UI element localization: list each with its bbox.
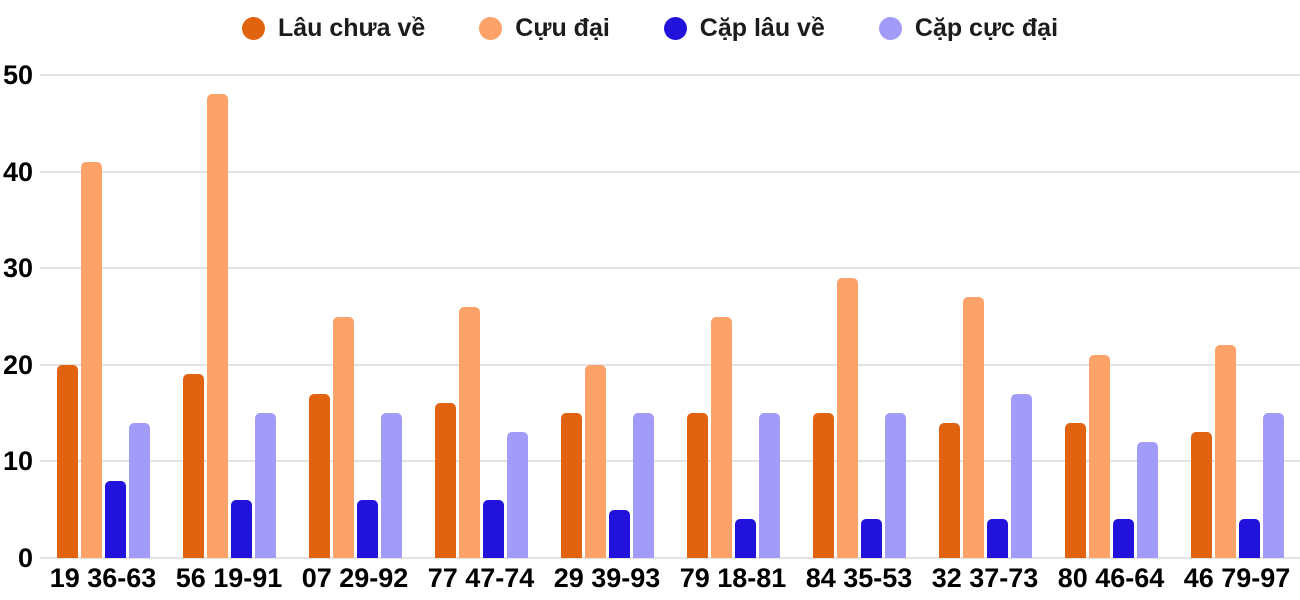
bar-1[interactable] (1064, 422, 1086, 558)
bar-3[interactable] (734, 519, 756, 558)
chart-legend: Lâu chưa về Cựu đại Cặp lâu về Cặp cực đại (0, 7, 1300, 49)
bar-1[interactable] (560, 413, 582, 558)
bar-4[interactable] (632, 413, 654, 558)
bar-3[interactable] (230, 500, 252, 558)
bar-4[interactable] (1136, 442, 1158, 558)
bar-4[interactable] (380, 413, 402, 558)
bar-1[interactable] (434, 403, 456, 558)
bar-groups (40, 75, 1300, 558)
y-axis-tick-label: 0 (17, 543, 33, 573)
gridline (40, 170, 1300, 173)
legend-label: Cựu đại (515, 13, 610, 42)
x-axis-tick-label: 80 46-64 (1057, 563, 1165, 593)
bar-4[interactable] (884, 413, 906, 558)
bar-3[interactable] (482, 500, 504, 558)
bar-group (922, 75, 1048, 558)
bar-3[interactable] (104, 480, 126, 558)
y-axis-tick-label: 50 (2, 60, 33, 90)
legend-item[interactable]: Cặp cực đại (878, 13, 1059, 43)
bar-4[interactable] (128, 422, 150, 558)
bar-1[interactable] (182, 374, 204, 558)
bar-4[interactable] (254, 413, 276, 558)
y-axis-tick-label: 20 (2, 349, 33, 380)
bar-1[interactable] (308, 393, 330, 558)
bar-2[interactable] (962, 297, 984, 558)
bar-4[interactable] (1010, 393, 1032, 558)
bar-group (292, 75, 418, 558)
bar-2[interactable] (710, 316, 732, 558)
y-axis-tick-label: 30 (2, 253, 33, 284)
bar-group (670, 75, 796, 558)
legend-label: Cặp cực đại (914, 13, 1059, 42)
legend-item[interactable]: Cựu đại (479, 14, 610, 43)
gridline (40, 74, 1300, 76)
bar-4[interactable] (1262, 413, 1284, 558)
bar-3[interactable] (986, 519, 1008, 558)
y-axis-tick-label: 10 (2, 446, 33, 477)
bar-1[interactable] (686, 413, 708, 558)
bar-2[interactable] (458, 306, 480, 558)
bar-group (40, 75, 166, 558)
x-axis-tick-label: 32 37-73 (931, 563, 1039, 593)
x-axis-tick-label: 29 39-93 (553, 563, 661, 593)
bar-2[interactable] (1088, 355, 1110, 558)
bar-3[interactable] (356, 500, 378, 558)
bar-4[interactable] (506, 432, 528, 558)
legend-label: Lâu chưa về (277, 13, 426, 42)
bar-3[interactable] (1238, 519, 1260, 558)
legend-dot-icon (479, 16, 503, 40)
x-axis-tick-label: 07 29-92 (301, 563, 409, 593)
x-axis-tick-label: 84 35-53 (805, 563, 913, 593)
gridline (40, 267, 1300, 270)
legend-item[interactable]: Lâu chưa về (241, 13, 426, 43)
y-axis-labels: 0 10 20 30 40 50 (0, 62, 33, 572)
gridline (40, 557, 1300, 559)
legend-item[interactable]: Cặp lâu về (663, 13, 825, 43)
y-axis-tick-label: 40 (2, 156, 33, 187)
x-axis-tick-label: 19 36-63 (49, 563, 157, 593)
bar-2[interactable] (836, 277, 858, 558)
legend-dot-icon (663, 16, 687, 40)
bar-group (418, 75, 544, 558)
bar-3[interactable] (860, 519, 882, 558)
bar-group (1174, 75, 1300, 558)
x-axis-tick-label: 77 47-74 (427, 563, 535, 593)
bar-group (544, 75, 670, 558)
gridline (40, 363, 1300, 366)
bar-4[interactable] (758, 413, 780, 558)
bar-1[interactable] (938, 422, 960, 558)
bar-1[interactable] (1190, 432, 1212, 558)
bar-2[interactable] (584, 364, 606, 558)
legend-dot-icon (878, 16, 902, 40)
bar-1[interactable] (56, 364, 78, 558)
bar-2[interactable] (206, 94, 228, 558)
x-axis-tick-label: 56 19-91 (175, 563, 283, 593)
legend-dot-icon (241, 16, 265, 40)
x-axis-tick-label: 46 79-97 (1183, 563, 1291, 593)
legend-label: Cặp lâu về (699, 13, 825, 42)
bar-3[interactable] (1112, 519, 1134, 558)
gridline (40, 460, 1300, 463)
bar-3[interactable] (608, 509, 630, 558)
x-axis-tick-label: 79 18-81 (679, 563, 787, 593)
x-axis-labels: 19 36-63 56 19-91 07 29-92 77 47-74 29 39-93… (40, 563, 1300, 594)
bar-2[interactable] (1214, 345, 1236, 558)
bar-group (1048, 75, 1174, 558)
bar-group (796, 75, 922, 558)
bar-2[interactable] (332, 316, 354, 558)
bar-group (166, 75, 292, 558)
bar-1[interactable] (812, 413, 834, 558)
plot-area (40, 74, 1300, 559)
bar-2[interactable] (80, 161, 102, 558)
